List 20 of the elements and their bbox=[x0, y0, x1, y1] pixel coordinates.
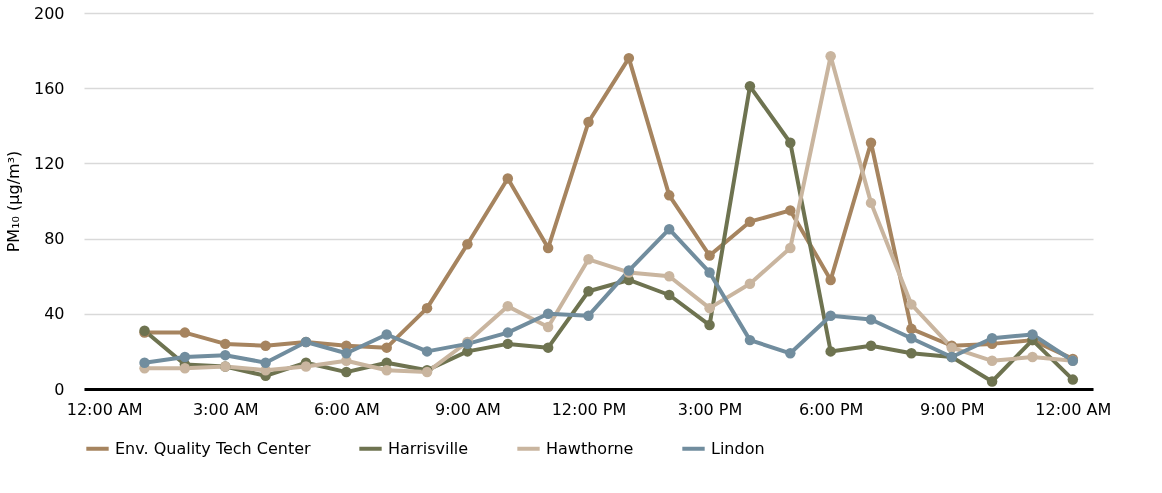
y-tick-label: 40 bbox=[44, 304, 65, 324]
x-tick-label: 12:00 AM bbox=[66, 399, 143, 419]
legend-label: Harrisville bbox=[388, 438, 469, 458]
x-tick-label: 12:00 PM bbox=[551, 399, 627, 419]
y-tick-label: 160 bbox=[33, 78, 65, 98]
y-tick-label: 0 bbox=[54, 379, 65, 399]
y-axis-title: PM₁₀ (µg/m³) bbox=[3, 150, 23, 253]
legend-label: Hawthorne bbox=[546, 438, 634, 458]
x-tick-label: 9:00 AM bbox=[435, 399, 501, 419]
legend-label: Lindon bbox=[711, 438, 765, 458]
x-tick-label: 9:00 PM bbox=[920, 399, 985, 419]
x-tick-label: 12:00 AM bbox=[1035, 399, 1112, 419]
x-tick-label: 6:00 PM bbox=[798, 399, 864, 419]
x-tick-label: 6:00 AM bbox=[313, 399, 380, 419]
x-tick-label: 3:00 PM bbox=[677, 399, 743, 419]
y-tick-label: 80 bbox=[44, 229, 65, 249]
y-tick-label: 120 bbox=[33, 153, 65, 173]
y-tick-label: 200 bbox=[33, 3, 65, 23]
x-tick-label: 3:00 AM bbox=[192, 399, 259, 419]
legend-label: Env. Quality Tech Center bbox=[115, 438, 312, 458]
